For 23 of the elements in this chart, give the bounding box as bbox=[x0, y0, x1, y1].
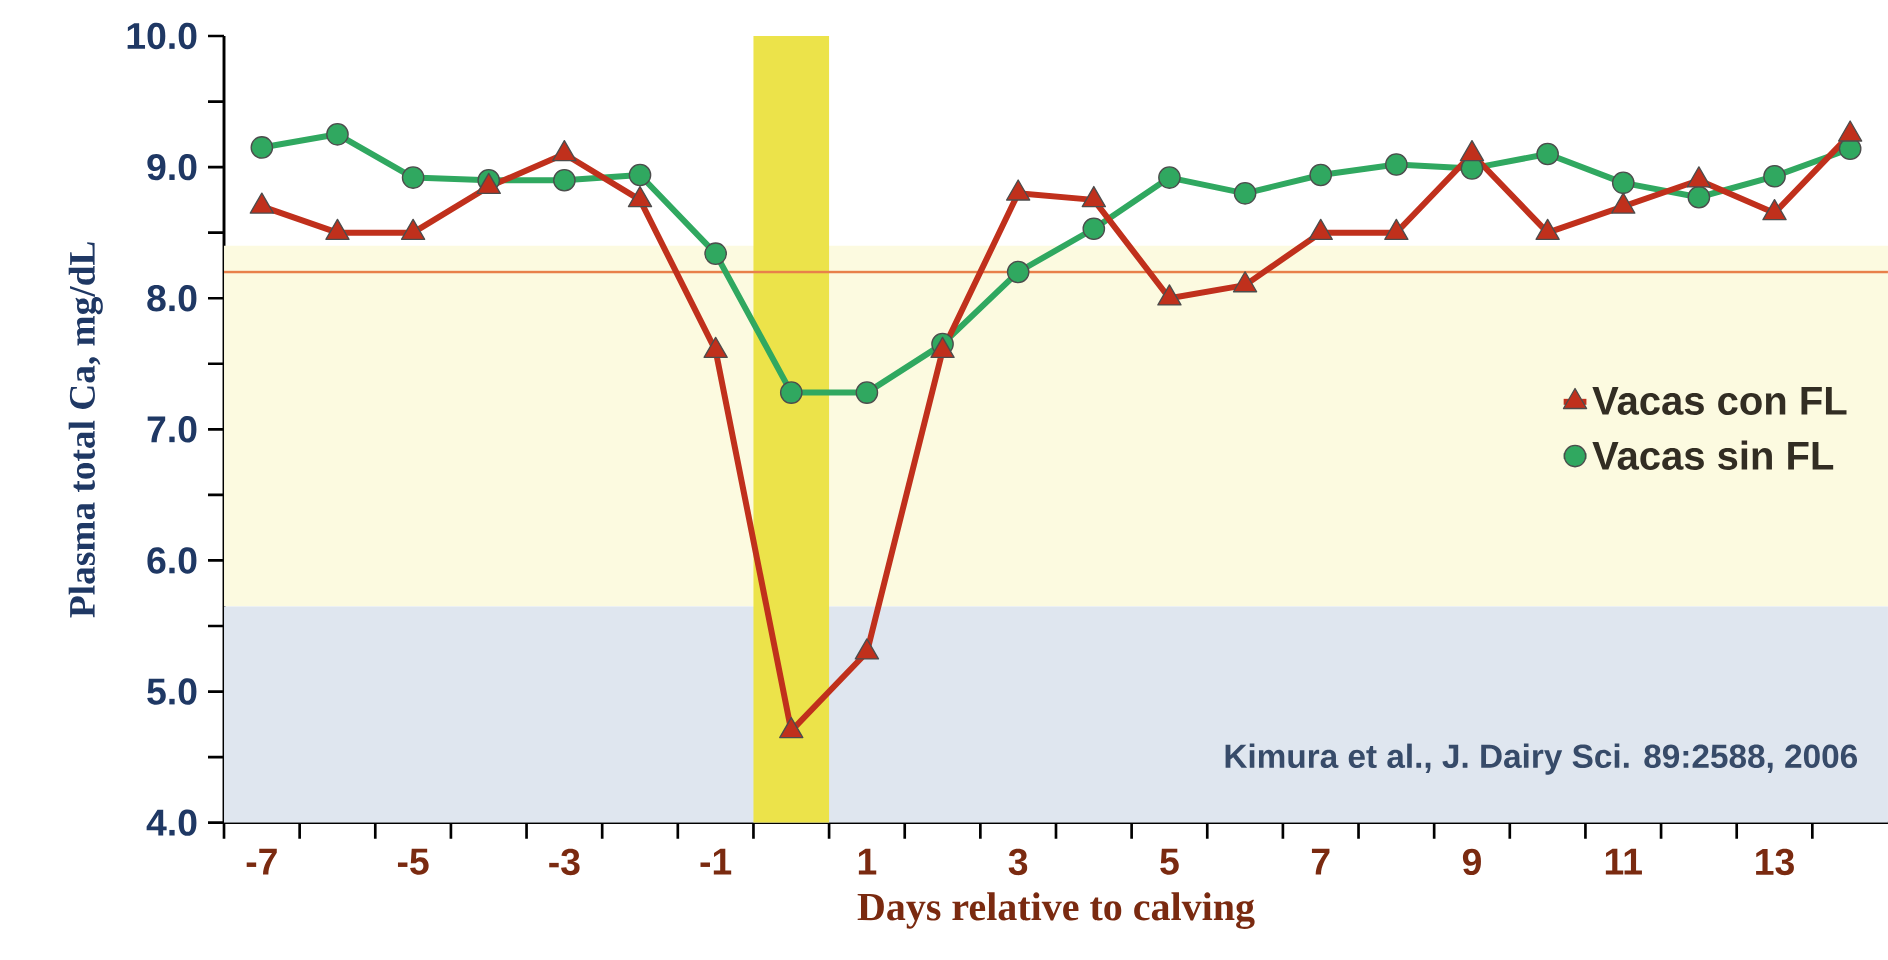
x-axis-title: Days relative to calving bbox=[857, 892, 1255, 929]
x-tick-label: -1 bbox=[700, 848, 732, 875]
y-tick-label: 10.0 bbox=[127, 22, 197, 50]
x-tick-label: 1 bbox=[858, 848, 877, 875]
x-tick-label: 9 bbox=[1462, 848, 1481, 876]
y-tick-label: 9.0 bbox=[147, 153, 197, 181]
legend-label: Vacas sin FL bbox=[1592, 440, 1834, 470]
x-tick-label: -3 bbox=[549, 848, 580, 876]
y-tick-label: 4.0 bbox=[146, 809, 197, 836]
y-axis-title: Plasma total Ca, mg/dL bbox=[68, 242, 103, 618]
x-tick-label: 11 bbox=[1605, 848, 1642, 875]
x-tick-label: -7 bbox=[246, 848, 277, 875]
y-tick-label: 8.0 bbox=[147, 285, 197, 312]
x-tick-label: -5 bbox=[397, 848, 429, 875]
y-tick-label: 7.0 bbox=[147, 416, 197, 443]
legend-label: Vacas con FL bbox=[1592, 387, 1847, 415]
y-tick-label: 6.0 bbox=[147, 547, 197, 574]
x-tick-label: 13 bbox=[1756, 848, 1794, 876]
x-tick-label: 3 bbox=[1008, 848, 1028, 876]
x-tick-label: 7 bbox=[1311, 848, 1330, 875]
x-tick-label: 5 bbox=[1160, 848, 1179, 875]
annotation: Kimura et al., J. Dairy Sci. 89:2588, 2006 bbox=[1225, 743, 1858, 775]
y-tick-label: 5.0 bbox=[147, 678, 197, 705]
